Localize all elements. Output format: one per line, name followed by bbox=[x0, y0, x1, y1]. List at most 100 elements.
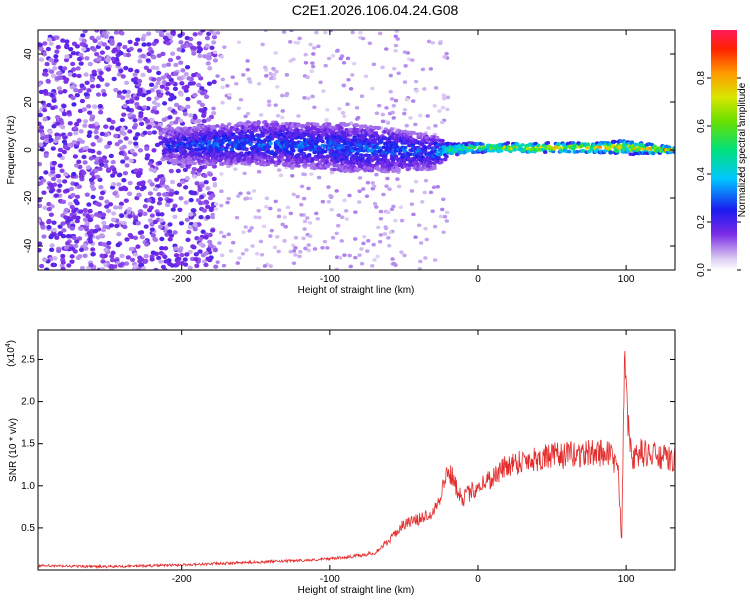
spectrogram-cell bbox=[430, 209, 435, 213]
spectrogram-cell bbox=[39, 263, 45, 269]
spectrogram-cell bbox=[38, 42, 42, 47]
spectrogram-cell bbox=[139, 234, 145, 240]
spectrogram-cell bbox=[291, 57, 296, 62]
spectrogram-cell bbox=[376, 103, 382, 108]
spectrogram-cell bbox=[355, 123, 360, 128]
spectrogram-cell bbox=[92, 229, 98, 234]
spectrogram-cell bbox=[38, 248, 42, 253]
spectrogram-cell bbox=[167, 237, 173, 242]
spectrogram-cell bbox=[405, 51, 411, 55]
spectrogram-cell bbox=[172, 86, 178, 92]
spectrogram-cell bbox=[438, 214, 444, 219]
spectrogram-cell bbox=[89, 35, 95, 41]
spectrogram-cell bbox=[50, 73, 57, 79]
spectrogram-cell bbox=[50, 146, 56, 151]
spectrogram-cell bbox=[139, 121, 145, 127]
spectrogram-cell bbox=[128, 67, 134, 73]
spectrogram-cell bbox=[437, 109, 442, 113]
spectrogram-cell bbox=[391, 158, 396, 162]
spectrogram-cell bbox=[94, 160, 100, 165]
spectrogram-cell bbox=[116, 42, 123, 47]
spectrogram-cell bbox=[114, 223, 120, 229]
spectrogram-cell bbox=[142, 105, 148, 110]
spectrogram-cell bbox=[196, 100, 202, 105]
spectrogram-cell bbox=[110, 185, 116, 190]
spectrogram-cell bbox=[340, 110, 346, 115]
spectrogram-cell bbox=[433, 86, 439, 90]
spectrogram-cell bbox=[250, 244, 255, 248]
spectrogram-cell bbox=[61, 149, 67, 155]
spectrogram-cell bbox=[247, 80, 253, 84]
spectrogram-cell bbox=[48, 189, 54, 194]
spectrogram-cell bbox=[408, 152, 413, 157]
spectrogram-cell bbox=[95, 235, 101, 240]
spectrogram-cell bbox=[51, 227, 57, 233]
spectrogram-cell bbox=[127, 39, 133, 45]
spectrogram-cell bbox=[137, 87, 143, 93]
spectrogram-cell bbox=[108, 223, 115, 228]
spectrogram-cell bbox=[212, 247, 218, 253]
spectrogram-cell bbox=[425, 114, 430, 118]
spectrogram-cell bbox=[169, 126, 175, 131]
spectrogram-cell bbox=[125, 89, 132, 95]
spectrogram-cell bbox=[404, 97, 410, 102]
spectrogram-cell bbox=[316, 44, 321, 49]
spectrogram-cell bbox=[267, 103, 272, 107]
spectrogram-cell bbox=[264, 196, 270, 201]
spectrogram-cell bbox=[143, 258, 149, 264]
spectrogram-cell bbox=[348, 264, 353, 269]
spectrogram-cell bbox=[173, 190, 180, 196]
spectrogram-cell bbox=[100, 227, 107, 233]
spectrogram-cell bbox=[77, 236, 83, 241]
spectrogram-cell bbox=[372, 201, 378, 206]
spectrogram-cell bbox=[248, 196, 253, 201]
spectrogram-cell bbox=[402, 111, 407, 116]
spectrogram-cell bbox=[204, 43, 210, 48]
spectrogram-cell bbox=[165, 81, 171, 87]
spectrogram-cell bbox=[134, 69, 140, 74]
spectrogram-cell bbox=[43, 153, 49, 159]
spectrogram-cell bbox=[188, 212, 194, 217]
spectrogram-cell bbox=[43, 91, 49, 96]
spectrogram-cell bbox=[132, 252, 138, 257]
spectrogram-cell bbox=[162, 192, 168, 197]
spectrogram-cell bbox=[192, 161, 197, 166]
spectrogram-cell bbox=[433, 124, 438, 128]
spectrogram-cell bbox=[418, 241, 424, 245]
spectrogram-cell bbox=[383, 225, 388, 229]
colorbar-tick-label: 0.0 bbox=[696, 263, 707, 277]
spectrogram-cell bbox=[409, 202, 415, 207]
spectrogram-cell bbox=[175, 55, 181, 60]
spectrogram-cell bbox=[100, 259, 106, 264]
spectrogram-cell bbox=[81, 170, 87, 176]
spectrogram-cell bbox=[107, 202, 114, 207]
colorbar-tick-label: 0.8 bbox=[696, 71, 707, 85]
spectrogram-cell bbox=[268, 234, 273, 238]
spectrogram-cell bbox=[169, 121, 175, 126]
spectrogram-cell bbox=[276, 208, 282, 212]
spectrogram-cell bbox=[90, 252, 96, 257]
spectrogram-cell bbox=[75, 255, 81, 261]
spectrogram-cell bbox=[224, 124, 229, 129]
spectrogram-cell bbox=[240, 251, 246, 256]
spectrogram-cell bbox=[204, 35, 211, 41]
spectrogram-cell bbox=[155, 81, 161, 86]
spectrogram-cell bbox=[83, 145, 90, 151]
spectrogram-cell bbox=[184, 65, 191, 70]
spectrogram-cell bbox=[165, 141, 171, 145]
spectrogram-cell bbox=[60, 38, 66, 43]
spectrogram-cell bbox=[149, 49, 155, 55]
spectrogram-cell bbox=[323, 30, 328, 35]
spectrogram-cell bbox=[157, 224, 164, 229]
spectrogram-cell bbox=[378, 216, 384, 221]
spectrogram-cell bbox=[125, 93, 131, 99]
snr-x-tick-label: -100 bbox=[320, 574, 340, 585]
spectrogram-cell bbox=[209, 30, 214, 34]
spectrogram-cell bbox=[142, 211, 148, 217]
spectrogram-cell bbox=[281, 30, 287, 34]
spectrogram-cell bbox=[357, 189, 362, 194]
spectrogram-cell bbox=[173, 62, 179, 68]
spectrogram-cell bbox=[38, 128, 44, 133]
spectrogram-cell bbox=[416, 223, 422, 228]
